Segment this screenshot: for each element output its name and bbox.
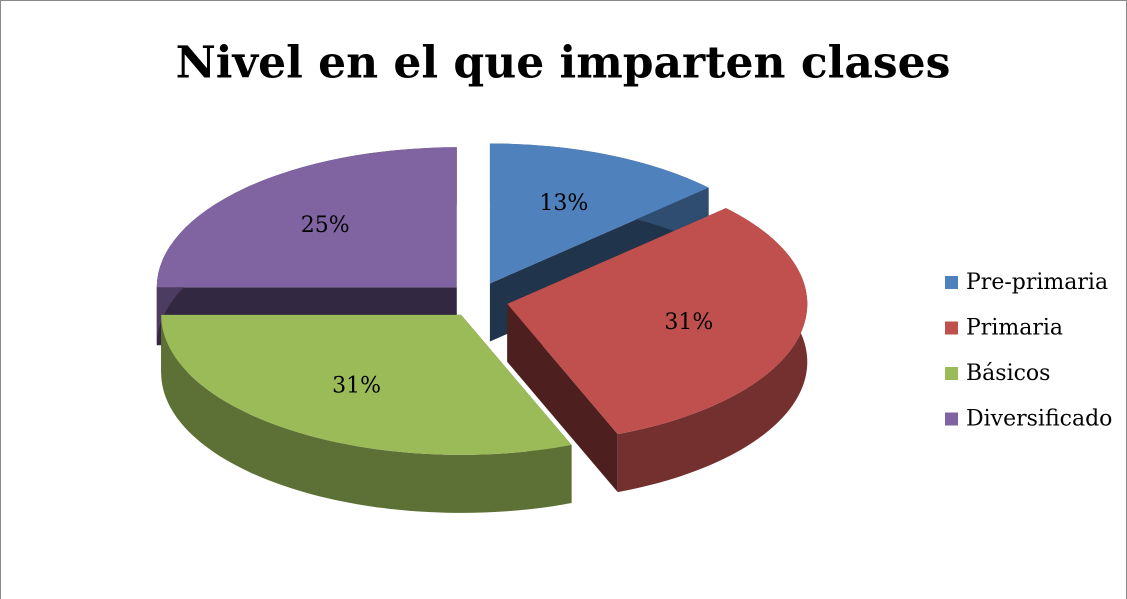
data-label: 13%: [539, 191, 588, 216]
slice-wall: [161, 314, 572, 513]
chart-title: Nivel en el que imparten clases: [176, 38, 951, 89]
pie-slice: [507, 208, 808, 493]
legend-swatch: [945, 367, 958, 380]
slice-top: [507, 208, 808, 435]
data-label: 31%: [664, 310, 713, 335]
legend-label: Básicos: [966, 361, 1050, 386]
legend-swatch: [945, 412, 958, 426]
slice-side: [507, 303, 618, 493]
slice-top: [161, 314, 572, 455]
pie-slice: [161, 314, 572, 513]
legend-label: Pre-primaria: [966, 270, 1108, 295]
data-label: 31%: [332, 374, 381, 399]
slice-top: [156, 147, 457, 288]
slice-top: [489, 143, 709, 284]
legend-swatch: [945, 321, 958, 335]
legend-label: Diversificado: [966, 407, 1112, 432]
legend-swatch: [945, 276, 958, 289]
data-label: 25%: [301, 213, 350, 238]
legend-label: Primaria: [966, 316, 1063, 341]
